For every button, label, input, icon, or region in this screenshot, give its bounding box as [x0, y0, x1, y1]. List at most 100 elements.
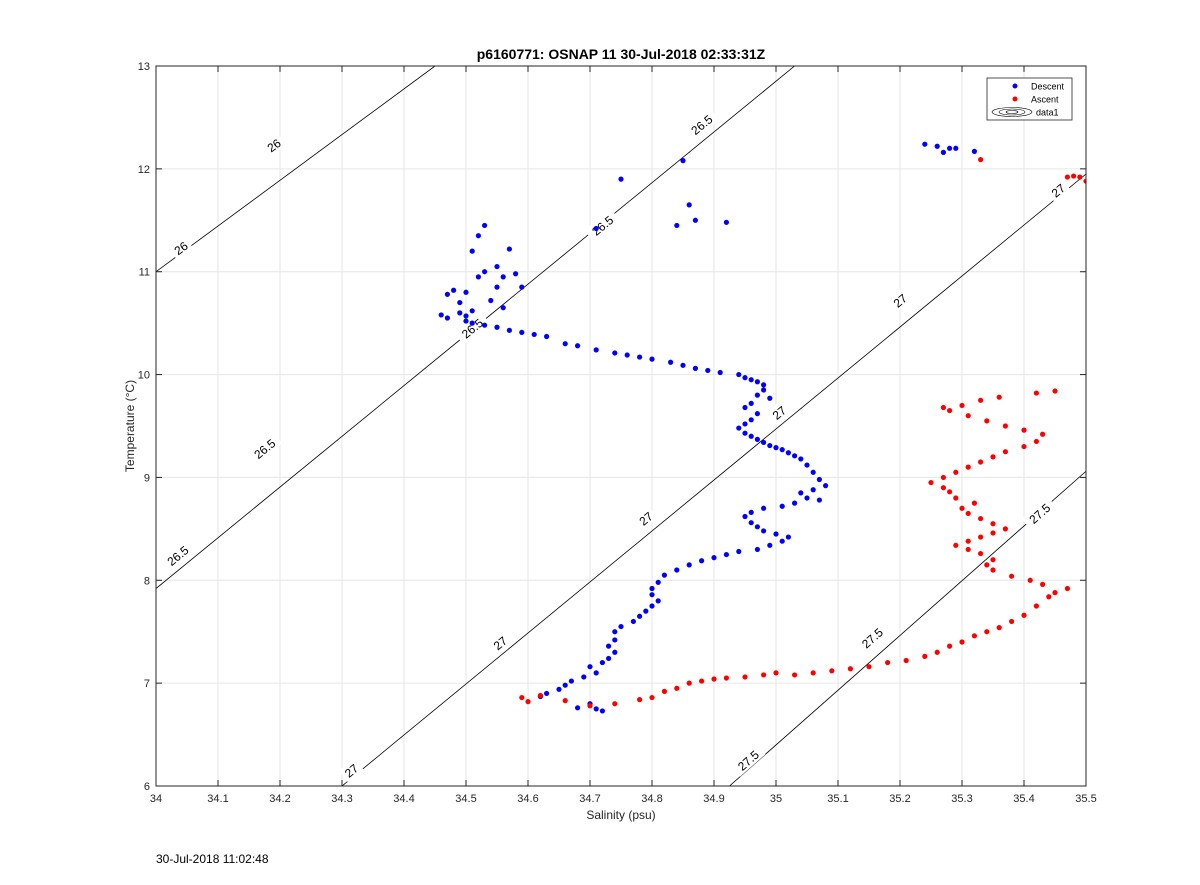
ascent-point-57 [940, 485, 947, 491]
descent-point-63 [785, 450, 792, 456]
ascent-point-20 [847, 666, 854, 672]
descent-point-117 [575, 705, 581, 711]
descent-point-8 [463, 289, 469, 295]
descent-point-107 [606, 655, 612, 662]
descent-point-12 [475, 274, 481, 280]
x-tick-label-12: 35.2 [889, 793, 910, 805]
ascent-point-81 [1071, 173, 1077, 179]
ascent-point-25 [934, 649, 940, 655]
ascent-point-30 [996, 625, 1002, 631]
descent-point-67 [810, 469, 816, 475]
descent-point-5 [457, 310, 463, 316]
descent-point-27 [519, 329, 525, 335]
x-tick-label-1: 34.1 [207, 793, 228, 805]
chart-title: p6160771: OSNAP 11 30-Jul-2018 02:33:31Z [477, 46, 766, 62]
ascent-point-12 [711, 676, 717, 682]
descent-point-68 [816, 476, 823, 483]
ascent-point-27 [959, 639, 965, 645]
ascent-point-44 [965, 546, 971, 553]
ascent-point-4 [587, 703, 593, 709]
ascent-point-23 [903, 657, 909, 664]
descent-point-79 [748, 520, 754, 526]
descent-point-30 [562, 341, 568, 347]
ascent-point-59 [940, 474, 947, 481]
descent-point-54 [742, 421, 748, 427]
descent-point-44 [748, 377, 754, 383]
contour-label-1-0: 26.5 [159, 538, 196, 572]
x-tick-label-15: 35.5 [1075, 793, 1096, 805]
ascent-point-45 [953, 542, 959, 548]
descent-point-60 [767, 442, 773, 449]
ascent-point-7 [649, 694, 655, 701]
descent-point-122 [618, 176, 624, 182]
density-contour-line-0 [156, 66, 436, 273]
descent-point-49 [767, 395, 773, 401]
ascent-point-17 [792, 672, 798, 678]
descent-point-92 [674, 567, 680, 573]
descent-point-72 [804, 495, 810, 501]
ascent-point-77 [1033, 390, 1039, 396]
y-tick-label-2: 8 [144, 575, 150, 587]
descent-point-121 [593, 225, 599, 232]
ascent-point-70 [984, 418, 990, 424]
descent-point-14 [482, 222, 488, 229]
ascent-point-32 [1021, 612, 1027, 618]
y-tick-label-1: 7 [144, 678, 150, 690]
descent-point-62 [779, 447, 785, 453]
descent-point-108 [599, 659, 606, 666]
descent-point-106 [612, 649, 618, 655]
descent-point-28 [531, 331, 537, 338]
ascent-point-39 [1009, 573, 1015, 579]
descent-point-13 [482, 269, 488, 275]
contour-legend-icon [991, 107, 1033, 117]
x-tick-label-4: 34.4 [393, 793, 414, 805]
descent-point-26 [506, 327, 512, 333]
x-tick-label-10: 35 [770, 793, 782, 805]
ascent-point-5 [612, 701, 618, 707]
ascent-point-76 [996, 394, 1002, 400]
ascent-point-47 [978, 534, 984, 540]
descent-point-80 [754, 524, 761, 530]
descent-point-78 [742, 513, 748, 520]
ascent-point-33 [1033, 603, 1039, 609]
descent-point-53 [748, 417, 754, 423]
descent-point-9 [469, 308, 475, 314]
descent-point-43 [742, 375, 748, 381]
descent-point-86 [754, 546, 761, 553]
descent-point-35 [637, 354, 643, 360]
ascent-point-46 [965, 538, 971, 544]
x-axis-ticks: 34 34.1 34.2 34.3 34.4 34.5 34.6 34.7 34.8 34.9 35… [150, 66, 1097, 805]
descent-point-38 [680, 362, 686, 368]
legend-data1-label: data1 [1036, 108, 1059, 118]
ascent-point-62 [978, 459, 984, 465]
descent-point-51 [742, 404, 748, 411]
x-tick-label-9: 34.9 [703, 793, 724, 805]
y-tick-label-4: 10 [138, 370, 150, 382]
density-contours: 262626.526.526.526.526.527272727272727.5… [156, 66, 1086, 786]
descent-point-128 [922, 141, 928, 147]
descent-point-120 [599, 708, 606, 714]
ascent-point-24 [922, 653, 928, 660]
plot-area-frame [155, 65, 1087, 787]
descent-point-131 [947, 145, 953, 151]
legend-box [986, 77, 1073, 121]
descent-point-33 [612, 350, 618, 356]
descent-point-85 [767, 542, 773, 548]
ascent-point-69 [1002, 423, 1009, 429]
descent-point-16 [494, 263, 500, 270]
ascent-point-26 [947, 643, 953, 649]
ascent-point-78 [1052, 388, 1058, 394]
ascent-point-68 [1021, 427, 1027, 433]
descent-point-96 [649, 592, 655, 598]
ascent-point-58 [928, 479, 934, 486]
ascent-point-54 [971, 500, 978, 506]
contour-label-2-5: 27 [1045, 177, 1071, 203]
descent-point-113 [562, 682, 568, 688]
legend[interactable]: Descent Ascent data1 [986, 77, 1073, 121]
legend-ascent-label: Ascent [1031, 95, 1059, 105]
descent-point-11 [475, 233, 481, 239]
ascent-point-79 [978, 157, 984, 163]
ascent-point-65 [1021, 443, 1027, 450]
contour-label-3-0: 27.5 [730, 743, 766, 777]
descent-point-100 [637, 613, 643, 619]
